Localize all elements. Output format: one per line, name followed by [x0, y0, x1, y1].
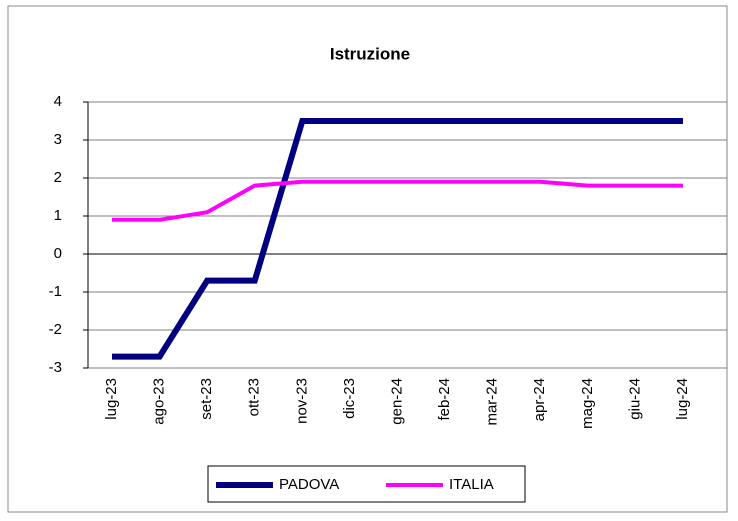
x-tick-label: giu-24: [626, 378, 643, 420]
x-tick-label: dic-23: [341, 378, 358, 419]
y-tick-label: 4: [54, 93, 62, 110]
plot-area: [87, 101, 728, 369]
legend-label: PADOVA: [279, 476, 339, 493]
x-tick-label: nov-23: [293, 378, 310, 424]
y-tick-label: -3: [49, 359, 62, 376]
x-tick-label: ago-23: [151, 378, 168, 425]
legend-label: ITALIA: [449, 476, 494, 493]
y-tick-label: 1: [54, 207, 62, 224]
x-tick-label: ott-23: [246, 378, 263, 416]
x-tick-label: set-23: [198, 378, 215, 420]
line-series: [112, 179, 683, 222]
x-tick-label: lug-24: [674, 378, 691, 420]
y-tick-label: 0: [54, 245, 62, 262]
y-tick-label: -2: [49, 321, 62, 338]
y-tick-label: -1: [49, 283, 62, 300]
x-tick-label: mag-24: [579, 378, 596, 429]
x-tick-label: mar-24: [484, 378, 501, 426]
chart-title: Istruzione: [330, 44, 410, 63]
y-tick-label: 3: [54, 131, 62, 148]
line-series: [112, 118, 683, 360]
x-tick-label: gen-24: [388, 378, 405, 425]
x-tick-label: lug-23: [103, 378, 120, 420]
x-tick-label: feb-24: [436, 378, 453, 421]
x-tick-label: apr-24: [531, 378, 548, 421]
y-tick-label: 2: [54, 169, 62, 186]
